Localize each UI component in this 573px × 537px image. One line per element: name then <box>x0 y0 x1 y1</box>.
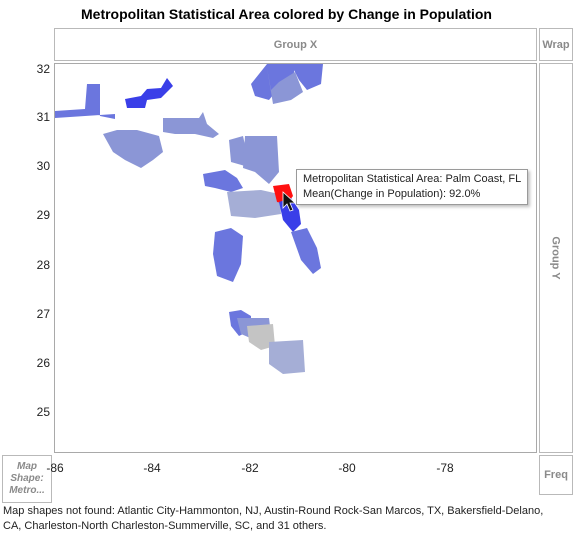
group-x-drop-zone[interactable]: Group X <box>54 28 537 61</box>
msa-region[interactable] <box>267 68 303 104</box>
msa-region[interactable] <box>125 78 173 108</box>
chart-title: Metropolitan Statistical Area colored by… <box>81 6 492 22</box>
msa-region[interactable] <box>247 324 275 350</box>
freq-label: Freq <box>544 469 568 481</box>
freq-drop-zone[interactable]: Freq <box>539 455 573 495</box>
msa-region[interactable] <box>213 228 243 282</box>
arrow-pointer-icon <box>282 191 297 212</box>
map-shape-label-line2: Shape: <box>10 473 44 484</box>
x-tick-label: -80 <box>338 461 356 475</box>
msa-region[interactable] <box>103 130 163 168</box>
y-tick-label: 32 <box>36 62 50 76</box>
map-shape-label-line3: Metro... <box>9 485 45 496</box>
msa-region[interactable] <box>163 112 219 138</box>
map-plot-area[interactable] <box>54 63 537 453</box>
group-x-label: Group X <box>273 38 318 51</box>
x-tick-label: -78 <box>436 461 454 475</box>
group-y-drop-zone[interactable]: Group Y <box>539 63 573 453</box>
y-tick-label: 26 <box>36 356 50 370</box>
group-y-label: Group Y <box>550 236 563 280</box>
map-canvas[interactable] <box>55 64 538 454</box>
hover-tooltip: Metropolitan Statistical Area: Palm Coas… <box>296 169 529 205</box>
footnote-line1: Map shapes not found: Atlantic City-Hamm… <box>3 505 544 517</box>
y-tick-label: 28 <box>36 258 50 272</box>
y-tick-label: 25 <box>36 405 50 419</box>
msa-region[interactable] <box>55 84 115 119</box>
x-tick-label: -86 <box>46 461 64 475</box>
wrap-label: Wrap <box>542 38 570 51</box>
tooltip-change-line: Mean(Change in Population): 92.0% <box>303 188 481 200</box>
y-tick-label: 27 <box>36 307 50 321</box>
msa-region[interactable] <box>203 170 243 192</box>
msa-region[interactable] <box>243 136 279 184</box>
y-tick-label: 30 <box>36 159 50 173</box>
x-tick-label: -82 <box>241 461 259 475</box>
msa-region[interactable] <box>227 190 281 218</box>
y-tick-label: 31 <box>36 110 50 124</box>
wrap-drop-zone[interactable]: Wrap <box>539 28 573 61</box>
y-tick-label: 29 <box>36 208 50 222</box>
x-tick-label: -84 <box>143 461 161 475</box>
msa-region[interactable] <box>251 64 295 100</box>
map-shapes-not-found-note: Map shapes not found: Atlantic City-Hamm… <box>3 504 571 534</box>
msa-region[interactable] <box>291 228 321 274</box>
map-shape-drop-zone[interactable]: Map Shape: Metro... <box>2 455 52 503</box>
footnote-line2: CA, Charleston-North Charleston-Summervi… <box>3 520 327 532</box>
msa-region[interactable] <box>269 340 305 374</box>
tooltip-msa-line: Metropolitan Statistical Area: Palm Coas… <box>303 173 522 185</box>
map-shape-label-line1: Map <box>17 461 37 472</box>
msa-region[interactable] <box>291 64 323 90</box>
